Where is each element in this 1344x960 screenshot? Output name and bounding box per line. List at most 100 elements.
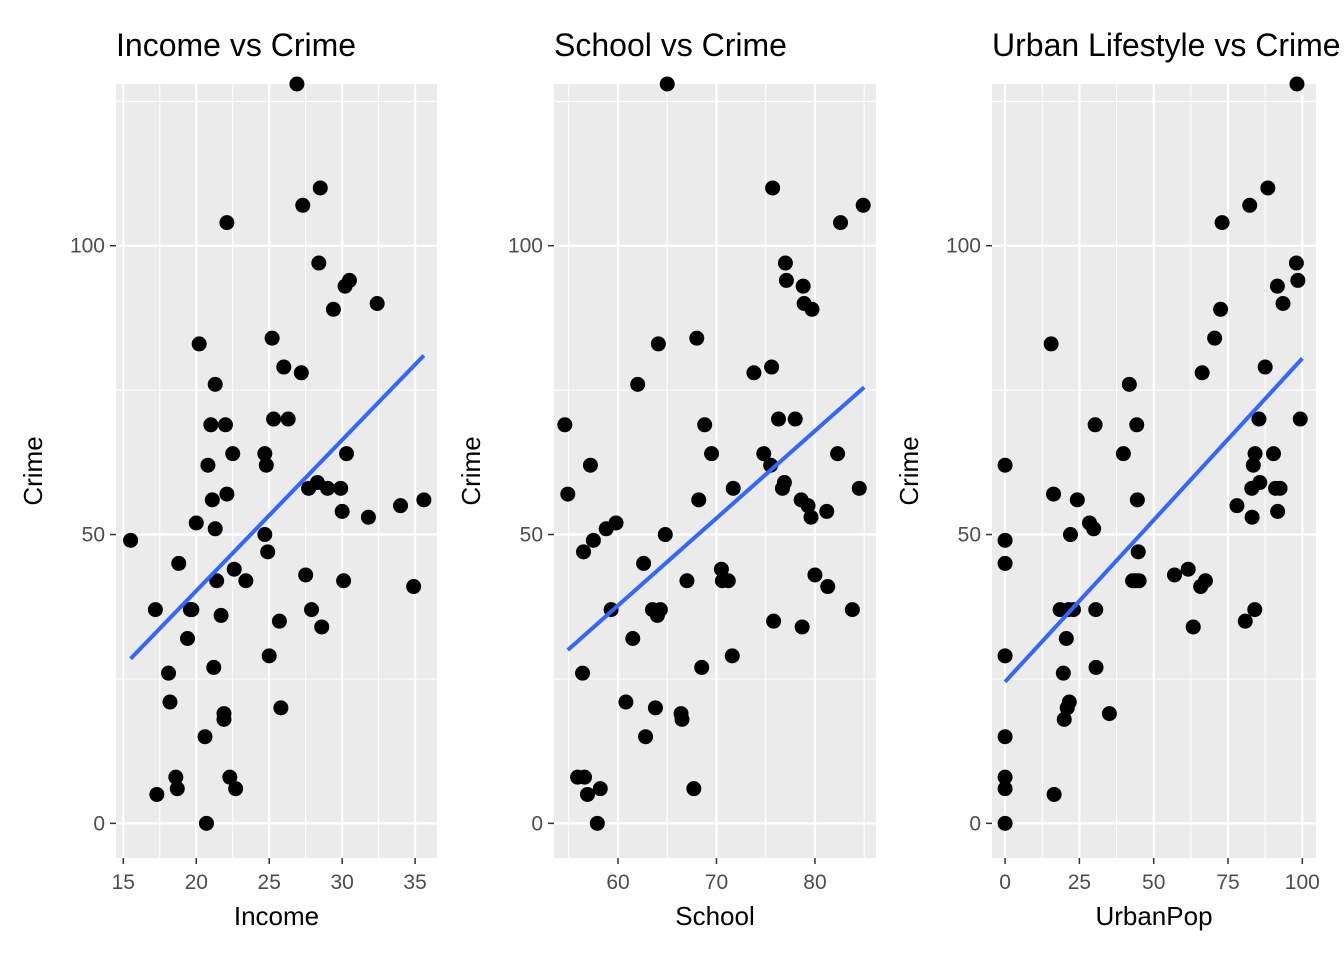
data-point <box>1167 567 1183 583</box>
data-point <box>219 215 235 231</box>
data-point <box>795 278 811 294</box>
data-point <box>575 665 591 681</box>
x-axis-title: Income <box>234 901 319 931</box>
fit-line <box>566 385 866 652</box>
data-point <box>416 492 432 508</box>
x-tick-label: 35 <box>403 871 426 894</box>
data-point <box>1260 180 1276 196</box>
x-axis-title: School <box>675 901 755 931</box>
chart-title: Urban Lifestyle vs Crime <box>992 27 1341 63</box>
y-tick-label: 100 <box>508 235 543 258</box>
data-point <box>764 359 780 375</box>
data-point <box>1272 480 1288 496</box>
data-point <box>579 786 595 802</box>
data-point <box>844 602 860 618</box>
data-point <box>756 446 772 462</box>
data-point <box>228 781 244 797</box>
data-point <box>713 561 729 577</box>
data-point <box>161 665 177 681</box>
data-point <box>855 197 871 213</box>
x-tick-label: 15 <box>112 871 135 894</box>
data-point <box>258 457 274 473</box>
data-point <box>203 417 219 433</box>
data-point <box>647 700 663 716</box>
data-point <box>293 365 309 381</box>
x-tick-label: 25 <box>258 871 281 894</box>
data-point <box>1242 197 1258 213</box>
data-point <box>636 555 652 571</box>
data-point <box>1061 694 1077 710</box>
panel-background <box>116 84 437 858</box>
data-point <box>820 579 836 595</box>
data-point <box>771 411 787 427</box>
data-point <box>188 515 204 531</box>
data-point <box>1213 301 1229 317</box>
data-point <box>1229 498 1245 514</box>
x-tick-label: 60 <box>606 871 629 894</box>
data-point <box>1129 417 1145 433</box>
data-point <box>1130 544 1146 560</box>
y-axis-title: Crime <box>18 436 48 505</box>
data-point <box>171 555 187 571</box>
x-tick-label: 25 <box>1068 871 1091 894</box>
data-point <box>257 527 273 543</box>
data-point <box>333 480 349 496</box>
data-point <box>1244 509 1260 525</box>
data-point <box>576 544 592 560</box>
data-point <box>1069 492 1085 508</box>
y-tick-label: 0 <box>531 812 543 835</box>
fit-line <box>129 354 426 661</box>
data-point <box>209 573 225 589</box>
data-point <box>197 729 213 745</box>
y-tick-label: 0 <box>93 812 105 835</box>
data-point <box>1046 486 1062 502</box>
data-point <box>725 480 741 496</box>
data-point <box>406 579 422 595</box>
data-point <box>1088 602 1104 618</box>
data-point <box>794 619 810 635</box>
data-point <box>1086 521 1102 537</box>
data-point <box>273 700 289 716</box>
data-point <box>1247 446 1263 462</box>
data-point <box>271 613 287 629</box>
chart-title: School vs Crime <box>554 27 787 63</box>
data-point <box>630 376 646 392</box>
data-point <box>266 411 282 427</box>
data-point <box>577 769 593 785</box>
data-point <box>1269 278 1285 294</box>
data-point <box>807 567 823 583</box>
data-point <box>198 815 214 831</box>
data-point <box>679 573 695 589</box>
data-point <box>778 272 794 288</box>
data-point <box>1197 573 1213 589</box>
data-point <box>746 365 762 381</box>
data-point <box>1288 255 1304 271</box>
data-point <box>1115 446 1131 462</box>
data-point <box>360 509 376 525</box>
data-point <box>216 711 232 727</box>
x-tick-label: 20 <box>185 871 208 894</box>
data-point <box>997 729 1013 745</box>
data-point <box>147 602 163 618</box>
y-axis-title: Crime <box>894 436 924 505</box>
data-point <box>800 498 816 514</box>
data-point <box>1270 503 1286 519</box>
data-point <box>191 336 207 352</box>
panel-background <box>554 84 876 858</box>
data-point <box>804 301 820 317</box>
data-point <box>686 781 702 797</box>
data-point <box>1055 665 1071 681</box>
data-point <box>689 330 705 346</box>
x-tick-label: 100 <box>1285 871 1320 894</box>
y-tick-label: 50 <box>958 524 981 547</box>
data-point <box>320 480 336 496</box>
data-point <box>162 694 178 710</box>
y-tick-label: 50 <box>520 524 543 547</box>
data-point <box>1185 619 1201 635</box>
chart-panel-1: 15 20 25 30 35 0 50 100 Income vs Crime Income Cri… <box>18 27 437 931</box>
data-point <box>289 76 305 92</box>
data-point <box>1257 359 1273 375</box>
data-point <box>997 555 1013 571</box>
